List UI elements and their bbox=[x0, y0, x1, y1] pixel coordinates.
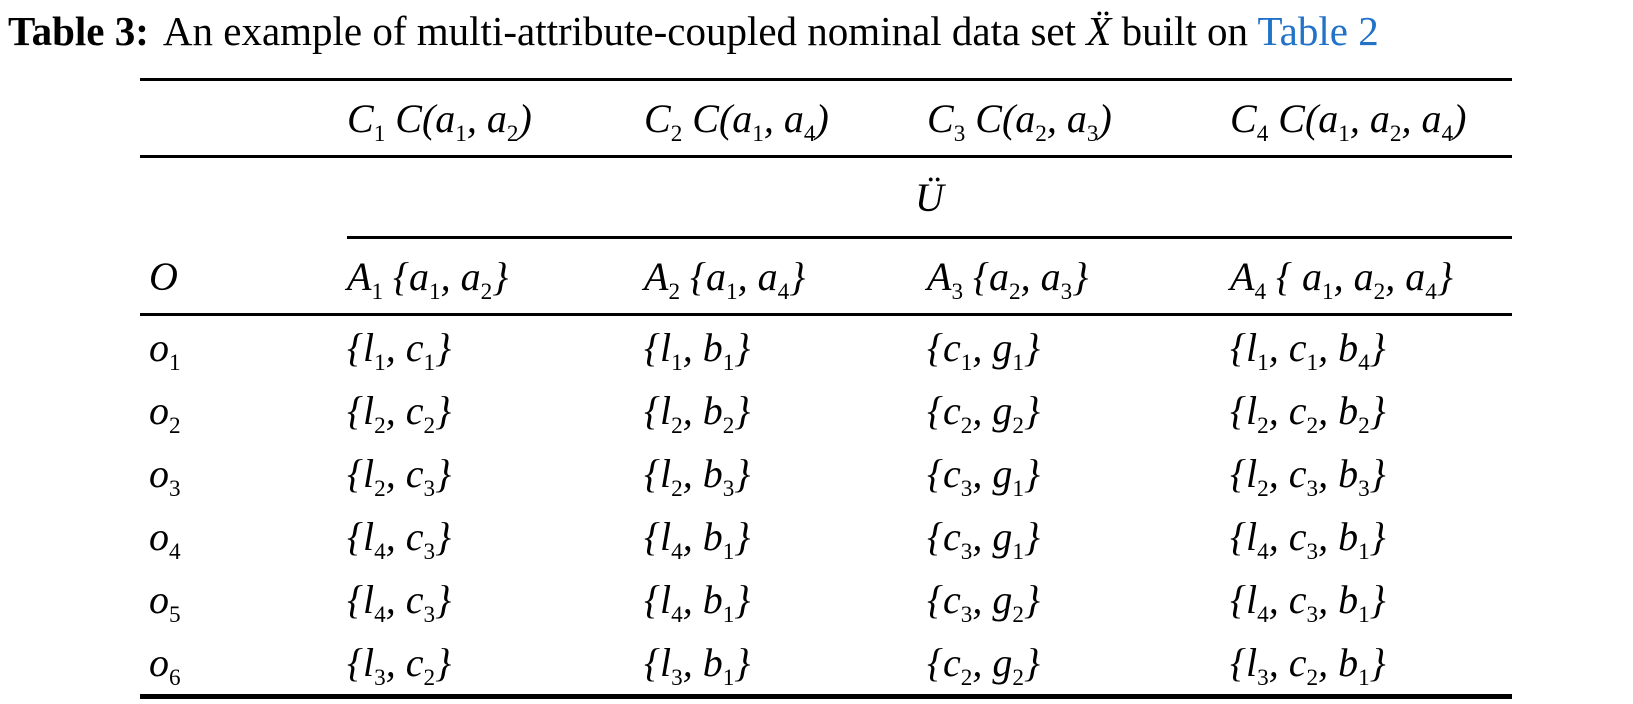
attr-header-a4: A4 { a1, a2, a4} bbox=[1230, 253, 1453, 305]
coupling-header-c4: C4 C(a1, a2, a4) bbox=[1230, 95, 1467, 147]
table-row: o2 {l2, c2} {l2, b2} {c2, g2} {l2, c2, b… bbox=[140, 379, 1512, 442]
table-cell: {l4, c3, b1} bbox=[1230, 514, 1386, 565]
row-object-id: o6 bbox=[149, 640, 181, 691]
table-cell: {c3, g2} bbox=[927, 577, 1040, 628]
data-table: C1 C(a1, a2) C2 C(a1, a4) C3 C(a2, a3) C… bbox=[140, 78, 1512, 699]
table-cell: {l1, b1} bbox=[644, 325, 751, 376]
row-object-id: o4 bbox=[149, 514, 181, 565]
table-cell: {c3, g1} bbox=[927, 451, 1040, 502]
table-cell: {l2, c3, b3} bbox=[1230, 451, 1386, 502]
object-column-header: O bbox=[149, 253, 178, 299]
table-row: o6 {l3, c2} {l3, b1} {c2, g2} {l3, c2, b… bbox=[140, 631, 1512, 694]
table-cell: {l4, b1} bbox=[644, 514, 751, 565]
table-cell: {c2, g2} bbox=[927, 388, 1040, 439]
attr-header-a3: A3 {a2, a3} bbox=[927, 253, 1089, 305]
table-cell: {c3, g1} bbox=[927, 514, 1040, 565]
table-caption-text-2: built on bbox=[1111, 8, 1258, 54]
table-row: o1 {l1, c1} {l1, b1} {c1, g1} {l1, c1, b… bbox=[140, 316, 1512, 379]
table-cell: {l2, b2} bbox=[644, 388, 751, 439]
attr-header-a1: A1 {a1, a2} bbox=[347, 253, 509, 305]
table-cell: {c1, g1} bbox=[927, 325, 1040, 376]
coupling-header-row: C1 C(a1, a2) C2 C(a1, a4) C3 C(a2, a3) C… bbox=[140, 81, 1512, 155]
coupling-header-c1: C1 C(a1, a2) bbox=[347, 95, 532, 147]
table-cell: {l4, b1} bbox=[644, 577, 751, 628]
table-caption-text: An example of multi-attribute-coupled no… bbox=[162, 8, 1087, 54]
table-rule-top bbox=[140, 78, 1512, 81]
row-object-id: o2 bbox=[149, 388, 181, 439]
table-rule-partial-under-group bbox=[347, 236, 1512, 239]
table-cell: {l3, b1} bbox=[644, 640, 751, 691]
row-object-id: o3 bbox=[149, 451, 181, 502]
table-cell: {c2, g2} bbox=[927, 640, 1040, 691]
x-ddot-symbol: Ẍ bbox=[1086, 8, 1112, 54]
table-cell: {l2, c2, b2} bbox=[1230, 388, 1386, 439]
table-cell: {l3, c2} bbox=[347, 640, 452, 691]
table-cell: {l4, c3} bbox=[347, 577, 452, 628]
coupling-header-c3: C3 C(a2, a3) bbox=[927, 95, 1112, 147]
table-cell: {l2, c3} bbox=[347, 451, 452, 502]
row-object-id: o1 bbox=[149, 325, 181, 376]
row-object-id: o5 bbox=[149, 577, 181, 628]
table-cell: {l1, c1} bbox=[347, 325, 452, 376]
group-label-u-ddot: Ü bbox=[915, 174, 944, 220]
group-header-row: Ü bbox=[140, 158, 1512, 236]
table-cell: {l4, c3, b1} bbox=[1230, 577, 1386, 628]
table-row: o4 {l4, c3} {l4, b1} {c3, g1} {l4, c3, b… bbox=[140, 505, 1512, 568]
table-cell: {l2, c2} bbox=[347, 388, 452, 439]
table-rule-under-attr-header bbox=[140, 313, 1512, 316]
table-caption: Table 3: An example of multi-attribute-co… bbox=[8, 6, 1628, 56]
table-rule-under-coupling bbox=[140, 155, 1512, 158]
table-cell: {l2, b3} bbox=[644, 451, 751, 502]
coupling-header-c2: C2 C(a1, a4) bbox=[644, 95, 829, 147]
table-rule-bottom bbox=[140, 694, 1512, 699]
table-row: o3 {l2, c3} {l2, b3} {c3, g1} {l2, c3, b… bbox=[140, 442, 1512, 505]
table-caption-label: Table 3: bbox=[8, 8, 149, 54]
attribute-header-row: O A1 {a1, a2} A2 {a1, a4} A3 {a2, a3} A4… bbox=[140, 239, 1512, 313]
table-cell: {l4, c3} bbox=[347, 514, 452, 565]
attr-header-a2: A2 {a1, a4} bbox=[644, 253, 806, 305]
table-cell: {l3, c2, b1} bbox=[1230, 640, 1386, 691]
table-cell: {l1, c1, b4} bbox=[1230, 325, 1386, 376]
table-2-link[interactable]: Table 2 bbox=[1257, 8, 1379, 54]
table-row: o5 {l4, c3} {l4, b1} {c3, g2} {l4, c3, b… bbox=[140, 568, 1512, 631]
